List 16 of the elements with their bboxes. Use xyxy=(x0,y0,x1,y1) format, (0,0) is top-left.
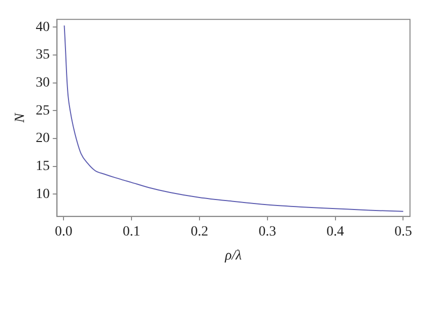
x-tick-label: 0.3 xyxy=(258,224,276,240)
y-tick-label: 20 xyxy=(36,131,50,146)
y-tick-label: 30 xyxy=(36,76,50,91)
y-tick-label: 10 xyxy=(36,186,50,202)
y-tick-label: 25 xyxy=(36,103,50,118)
x-tick-label: 0.2 xyxy=(190,224,208,240)
x-tick-label: 0.4 xyxy=(326,224,344,240)
x-tick-label: 0.0 xyxy=(54,224,72,240)
y-tick-label: 40 xyxy=(36,20,50,35)
line-series xyxy=(64,25,404,212)
y-axis-title: N xyxy=(13,112,28,124)
x-axis-title: ρ/λ xyxy=(224,248,242,264)
x-tick-label: 0.5 xyxy=(394,224,412,240)
y-tick-label: 15 xyxy=(36,158,50,174)
y-tick-label: 35 xyxy=(36,48,50,63)
x-tick-label: 0.1 xyxy=(122,224,140,240)
